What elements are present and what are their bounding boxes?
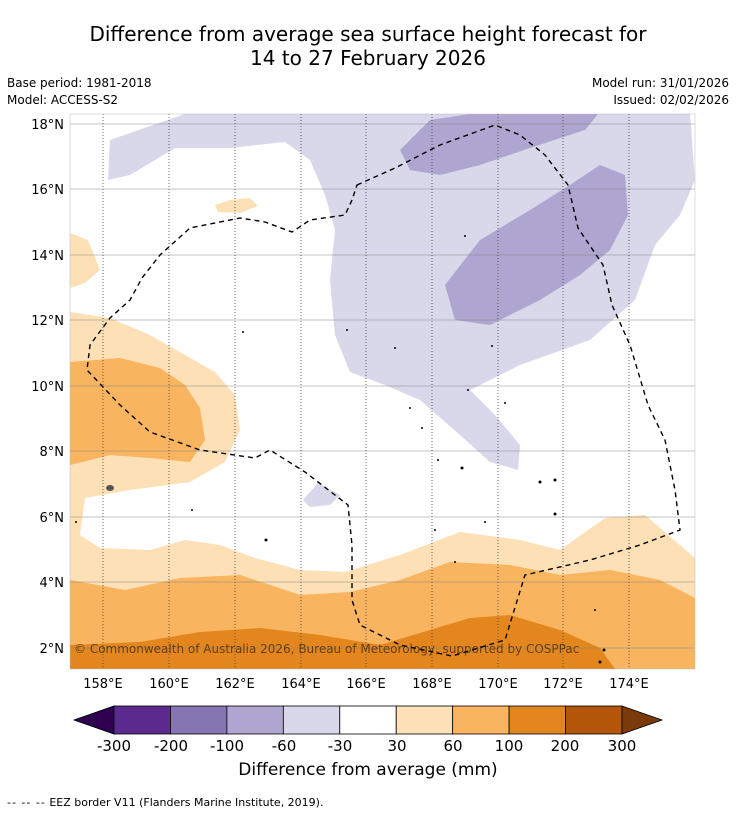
colorbar-extend-high	[621, 705, 664, 735]
contour-medium-purple-top	[400, 114, 598, 175]
lat-label: 10°N	[31, 380, 64, 395]
contour-medium-purple-center	[445, 165, 628, 325]
colorbar-swatch	[339, 705, 397, 735]
contour-fill-layer: © Commonwealth of Australia 2026, Bureau…	[70, 114, 695, 669]
colorbar	[72, 705, 664, 735]
colorbar-tick-label: -100	[210, 737, 244, 755]
lon-label: 162°E	[215, 677, 255, 692]
lat-label: 16°N	[31, 183, 64, 198]
lat-label: 2°N	[40, 642, 65, 657]
islands	[75, 235, 606, 664]
model-run: Model run: 31/01/2026	[591, 76, 729, 90]
copyright-notice: © Commonwealth of Australia 2026, Bureau…	[74, 642, 579, 656]
lon-label: 164°E	[281, 677, 321, 692]
contour-dark-orange-south-band	[70, 615, 615, 669]
title-line-2: 14 to 27 February 2026	[250, 46, 486, 70]
lon-label: 160°E	[149, 677, 189, 692]
colorbar-swatch	[170, 705, 228, 735]
colorbar-title: Difference from average (mm)	[238, 760, 498, 780]
colorbar-tick-label: -200	[154, 737, 188, 755]
colorbar-tick-label: -300	[97, 737, 131, 755]
colorbar-swatch	[113, 705, 171, 735]
latitude-labels: 18°N 16°N 14°N 12°N 10°N 8°N 6°N 4°N 2°N	[31, 118, 64, 657]
eez-legend: -- -- -- EEZ border V11 (Flanders Marine…	[7, 796, 323, 809]
lon-label: 158°E	[83, 677, 123, 692]
eez-legend-symbol: -- -- --	[7, 796, 46, 809]
issued-date: Issued: 02/02/2026	[613, 93, 729, 107]
longitude-gridlines	[102, 114, 630, 669]
contour-light-purple-patch	[303, 483, 340, 507]
lon-label: 174°E	[609, 677, 649, 692]
colorbar-tick-label: 300	[608, 737, 637, 755]
lon-label: 172°E	[543, 677, 583, 692]
lat-label: 18°N	[31, 118, 64, 133]
lat-label: 14°N	[31, 249, 64, 264]
model-name: Model: ACCESS-S2	[7, 93, 119, 107]
colorbar-extend-low	[72, 705, 115, 735]
longitude-labels: 158°E 160°E 162°E 164°E 166°E 168°E 170°…	[83, 677, 649, 692]
lon-label: 168°E	[412, 677, 452, 692]
colorbar-swatch	[565, 705, 623, 735]
chart-title: Difference from average sea surface heig…	[0, 22, 736, 70]
title-line-1: Difference from average sea surface heig…	[89, 22, 647, 46]
latitude-gridlines	[70, 123, 695, 649]
colorbar-swatch	[282, 705, 341, 735]
map-frame	[69, 113, 696, 670]
contour-light-orange-west	[70, 233, 100, 288]
contour-orange-west-pool	[70, 358, 205, 465]
colorbar-tick-label: 100	[495, 737, 524, 755]
eez-legend-text: EEZ border V11 (Flanders Marine Institut…	[49, 796, 324, 809]
lat-label: 4°N	[40, 576, 65, 591]
colorbar-tick-label: 60	[443, 737, 462, 755]
lat-label: 8°N	[40, 445, 65, 460]
lon-label: 170°E	[478, 677, 518, 692]
lat-label: 6°N	[40, 511, 65, 526]
lat-label: 12°N	[31, 314, 64, 329]
colorbar-tick-label: -30	[328, 737, 353, 755]
colorbar-swatch	[395, 705, 454, 735]
eez-border	[86, 124, 681, 657]
colorbar-tick-labels: -300 -200 -100 -60 -30 30 60 100 200 300	[97, 737, 636, 755]
lon-label: 166°E	[346, 677, 386, 692]
colorbar-tick-label: -60	[272, 737, 297, 755]
colorbar-tick-label: 30	[387, 737, 406, 755]
colorbar-swatch	[452, 705, 510, 735]
meta-right: Model run: 31/01/2026 Issued: 02/02/2026	[592, 75, 729, 109]
colorbar-tick-label: 200	[551, 737, 580, 755]
base-period: Base period: 1981-2018	[7, 76, 152, 90]
colorbar-swatch	[508, 705, 566, 735]
meta-left: Base period: 1981-2018 Model: ACCESS-S2	[7, 75, 152, 109]
contour-light-orange-islet	[215, 198, 258, 213]
colorbar-swatch	[226, 705, 284, 735]
